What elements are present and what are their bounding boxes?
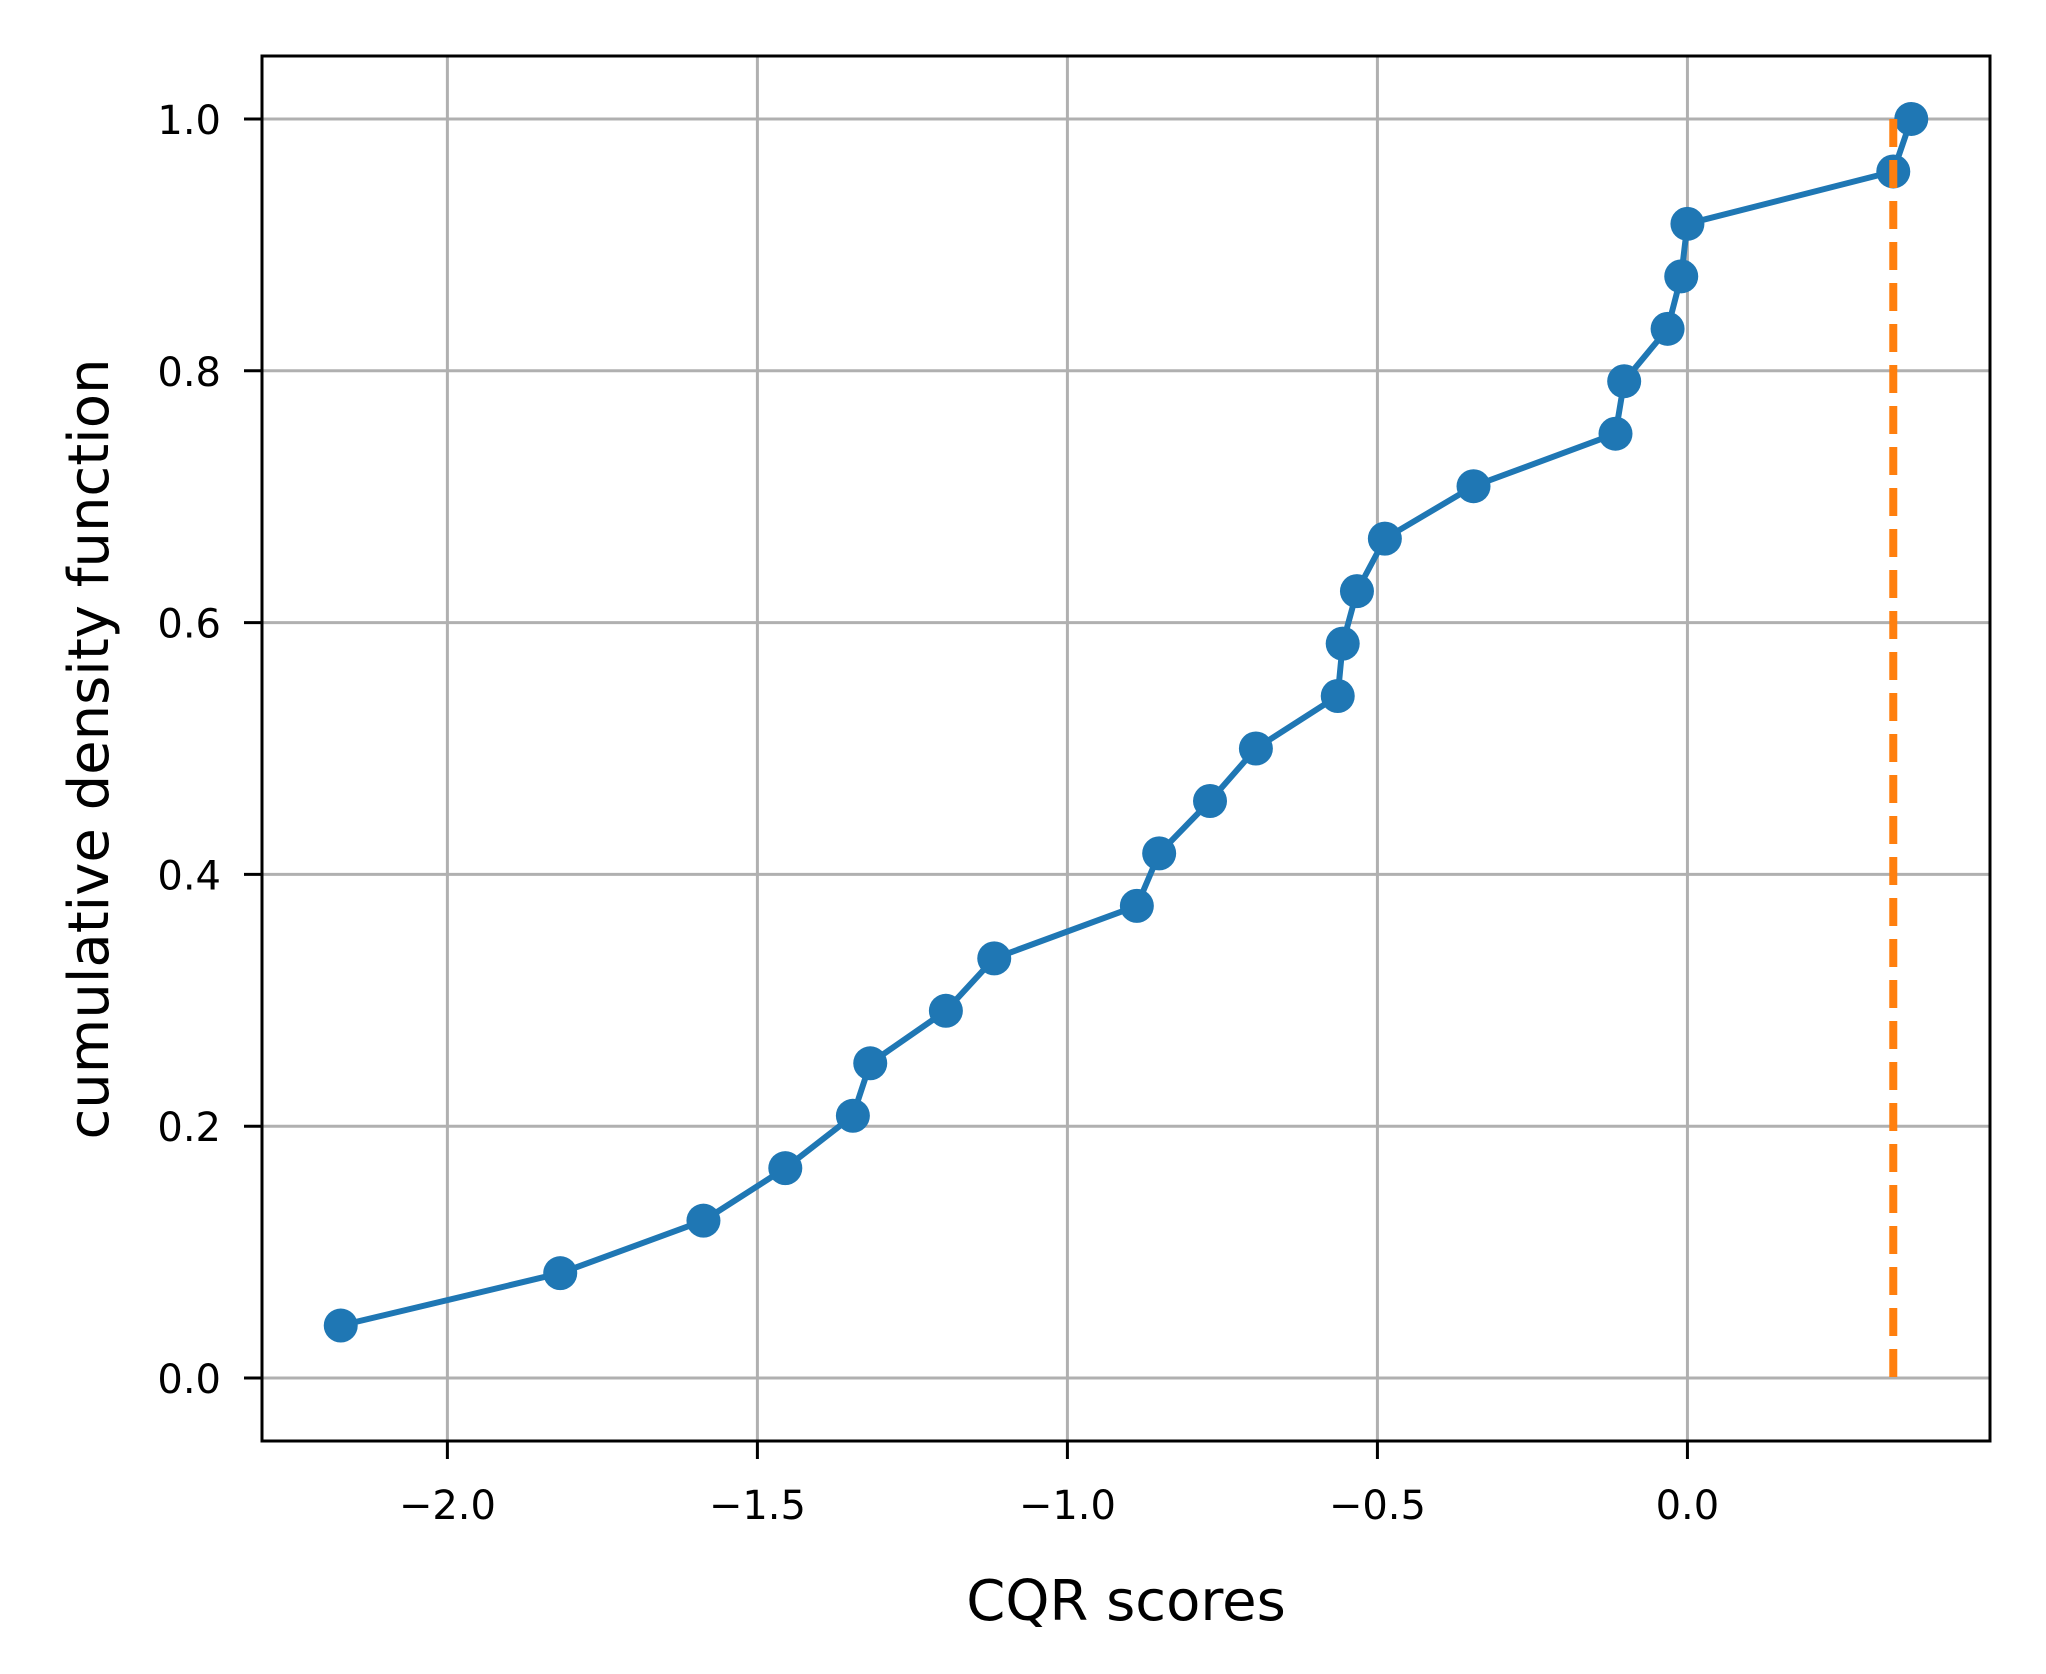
y-tick-label: 0.4 [157, 853, 221, 899]
cdf-marker [1598, 416, 1633, 451]
grid-lines [262, 56, 1990, 1441]
cdf-line [340, 118, 1915, 1329]
cdf-marker [1367, 521, 1402, 556]
cdf-marker [977, 941, 1012, 976]
y-tick-label: 0.2 [157, 1105, 221, 1151]
y-axis-ticks: 0.0 0.2 0.4 0.6 0.8 1.0 [157, 98, 262, 1403]
axes-frame [260, 54, 1992, 1443]
cdf-marker [1339, 574, 1374, 609]
cdf-marker [1193, 784, 1228, 819]
cdf-marker [1650, 311, 1685, 346]
cdf-marker [1894, 101, 1929, 136]
x-tick-label: −2.0 [399, 1483, 496, 1529]
cdf-marker [1238, 731, 1273, 766]
x-tick-label: −0.5 [1329, 1483, 1426, 1529]
cdf-marker [1325, 626, 1360, 661]
x-axis-ticks: −2.0 −1.5 −1.0 −0.5 0.0 [399, 1441, 1719, 1529]
y-tick-label: 0.6 [157, 602, 221, 648]
cdf-marker [686, 1203, 721, 1238]
cdf-marker [928, 993, 963, 1028]
cdf-marker [1607, 364, 1642, 399]
x-tick-label: −1.5 [709, 1483, 806, 1529]
cdf-marker [1142, 836, 1177, 871]
cdf-marker [1320, 678, 1355, 713]
y-tick-label: 0.8 [157, 350, 221, 396]
cdf-marker [1670, 206, 1705, 241]
cdf-marker [543, 1256, 578, 1291]
x-tick-label: 0.0 [1656, 1483, 1720, 1529]
x-tick-label: −1.0 [1019, 1483, 1116, 1529]
cdf-marker [1456, 469, 1491, 504]
x-axis-label: CQR scores [966, 1569, 1286, 1634]
y-tick-label: 1.0 [157, 98, 221, 144]
cdf-marker [1664, 259, 1699, 294]
cdf-series [323, 101, 1929, 1343]
cdf-marker [853, 1046, 888, 1081]
cdf-marker [768, 1151, 803, 1186]
cdf-marker [1119, 888, 1154, 923]
y-tick-label: 0.0 [157, 1357, 221, 1403]
cdf-marker [835, 1098, 870, 1133]
cdf-marker [323, 1308, 358, 1343]
y-axis-label: cumulative density function [57, 359, 122, 1140]
